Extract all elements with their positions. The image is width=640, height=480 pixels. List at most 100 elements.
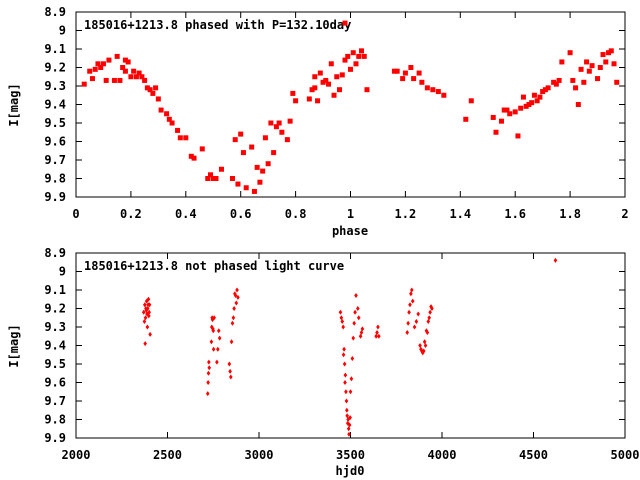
y-tick-label: 9.3 [44,320,66,334]
data-point [426,318,431,324]
data-point [556,77,562,83]
data-point [235,287,239,293]
data-point [141,309,146,315]
x-tick-label: 3000 [245,448,274,462]
data-point [428,309,432,315]
y-tick-label: 9.6 [44,135,66,149]
data-point [542,87,548,93]
x-tick-label: 1.4 [449,207,471,221]
data-point [111,77,117,83]
data-point [537,94,543,100]
data-point [208,172,214,178]
data-point [531,92,537,98]
data-point [139,74,145,80]
data-point [232,137,238,143]
y-tick-label: 9.5 [44,116,66,130]
data-point [188,153,194,159]
data-point [356,315,361,321]
chart-title: 185016+1213.8 not phased light curve [84,259,344,273]
data-point [589,63,595,69]
data-point [341,324,345,330]
data-point [117,77,123,83]
y-tick-label: 8.9 [44,5,66,19]
y-tick-label: 9.2 [44,61,66,75]
y-tick-label: 9.7 [44,394,66,408]
data-point [262,135,268,141]
data-point [211,346,216,352]
data-point [342,57,348,63]
data-point [512,109,518,115]
data-point [155,96,161,102]
x-tick-label: 5000 [611,448,640,462]
data-point [422,339,427,345]
data-point [412,324,417,330]
data-point [148,331,152,337]
data-point [312,85,318,91]
data-point [251,188,257,194]
data-point [100,61,106,67]
data-point [229,374,233,380]
data-point [232,306,236,311]
data-point [320,79,326,85]
data-point [238,131,244,137]
data-point [143,302,147,308]
data-point [210,176,216,181]
data-point [344,389,348,395]
x-tick-label: 3500 [336,448,365,462]
data-point [408,302,412,308]
x-tick-label: 4000 [428,448,457,462]
data-point [614,79,620,85]
data-point [287,118,293,124]
data-point [534,98,540,104]
x-tick-label: 0 [72,207,79,221]
data-point [114,53,120,59]
data-point [358,48,364,54]
data-point [317,70,323,76]
data-point [429,304,433,310]
data-point [147,87,153,93]
data-point [350,355,355,361]
x-tick-label: 1.2 [395,207,417,221]
data-point [147,309,151,315]
data-point [551,79,557,85]
data-point [545,85,551,91]
data-point [394,68,400,74]
x-axis-title: hjd0 [336,464,365,478]
data-point [342,20,348,26]
data-point [570,77,576,83]
data-point [234,300,239,306]
data-point [611,61,617,67]
y-tick-label: 9.2 [44,302,66,316]
data-point [581,79,587,85]
y-tick-label: 9 [59,24,66,38]
data-point [515,133,521,139]
data-point [597,65,603,70]
data-point [493,129,499,135]
data-point [206,370,211,376]
data-point [145,306,150,311]
data-point [416,70,422,76]
data-point [352,320,356,326]
data-point [328,61,334,67]
data-point [326,81,332,87]
data-point [309,87,315,93]
y-axis-ticks: 8.9 9 9.1 9.2 9.3 9.4 9.5 9.6 9.7 9.8 9.9 [44,246,625,445]
y-tick-label: 9 [59,265,66,279]
data-point [254,164,260,170]
data-point [233,291,237,297]
data-point [518,105,524,111]
data-point [410,298,415,304]
data-point [553,257,558,263]
data-point [150,90,156,96]
data-point [260,168,266,174]
chart-title: 185016+1213.8 phased with P=132.10day [84,18,351,32]
data-point [360,326,365,332]
data-point [290,90,296,96]
data-point [342,361,347,367]
data-point [169,120,175,126]
x-tick-label: 0.8 [285,207,307,221]
y-axis-ticks: 8.9 9 9.1 9.2 9.3 9.4 9.5 9.6 9.7 9.8 9.9 [44,5,625,204]
data-point [406,320,410,326]
data-point [351,335,356,341]
x-tick-label: 1 [347,207,354,221]
